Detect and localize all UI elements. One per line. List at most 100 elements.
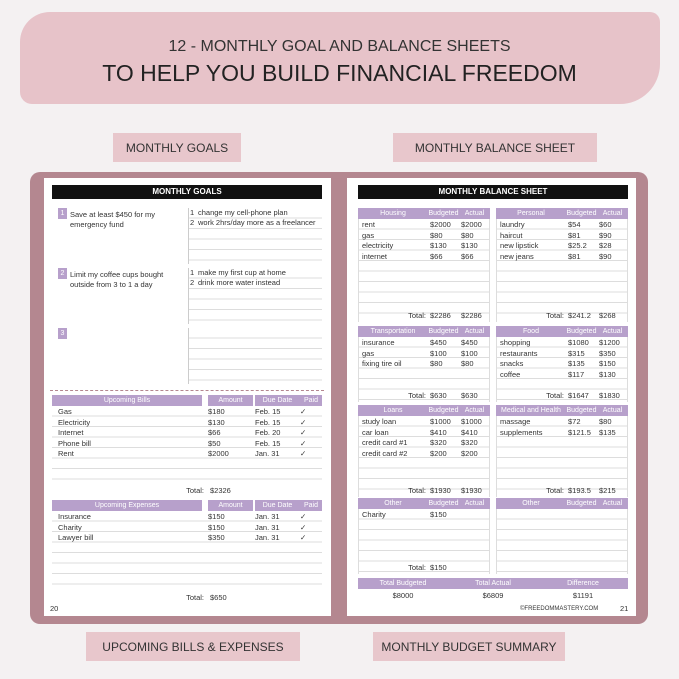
section-name: Other xyxy=(496,498,566,509)
total-label: Total: xyxy=(408,391,426,400)
column-header: Due Date xyxy=(255,395,300,406)
steps-lines xyxy=(188,268,322,324)
step-number: 1 xyxy=(190,268,195,277)
cell: car loan xyxy=(362,427,389,437)
cell: $2000 xyxy=(430,220,451,229)
step-number: 2 xyxy=(190,218,195,227)
cell: $1000 xyxy=(461,417,482,426)
cell: haircut xyxy=(500,230,523,240)
total: $630 xyxy=(430,391,447,400)
cell: $320 xyxy=(430,438,447,447)
section-lines xyxy=(496,416,628,497)
step-number: 1 xyxy=(190,208,195,217)
cell: $130 xyxy=(430,241,447,250)
cell: gas xyxy=(362,230,375,240)
column-header: Upcoming Expenses xyxy=(52,500,202,511)
cell: $80 xyxy=(430,359,443,368)
total: $1830 xyxy=(599,391,620,400)
column-header: Budgeted xyxy=(428,405,459,416)
cell: $25.2 xyxy=(568,241,587,250)
section-name: Housing xyxy=(358,208,428,219)
cell: new lipstick xyxy=(500,241,539,250)
total-label: Total: xyxy=(546,486,564,495)
cell: $130 xyxy=(461,241,478,250)
section-name: Food xyxy=(496,326,566,337)
cell: ✓ xyxy=(300,449,307,458)
total: $150 xyxy=(430,563,447,572)
summary-header: Total Budgeted xyxy=(358,578,448,589)
cell: $150 xyxy=(208,512,225,521)
cell: Feb. 15 xyxy=(255,407,281,416)
cell: Gas xyxy=(58,407,72,416)
cell: ✓ xyxy=(300,417,307,427)
cell: Internet xyxy=(58,428,84,437)
total: $2286 xyxy=(430,311,451,320)
summary-value: $6809 xyxy=(482,591,504,600)
cell: $90 xyxy=(599,230,612,240)
step-text: drink more water instead xyxy=(198,278,281,287)
cell: ✓ xyxy=(300,407,307,416)
column-header: Budgeted xyxy=(428,208,459,219)
cell: $81 xyxy=(568,230,581,240)
cell: restaurants xyxy=(500,348,538,358)
step-number: 2 xyxy=(190,278,195,287)
summary-header: Difference xyxy=(538,578,628,589)
column-header: Actual xyxy=(459,326,490,337)
section-lines xyxy=(358,219,490,322)
summary-value: $8000 xyxy=(392,591,414,600)
callout: MONTHLY GOALS xyxy=(113,133,241,162)
cell: $450 xyxy=(461,338,478,347)
callout: MONTHLY BALANCE SHEET xyxy=(393,133,597,162)
cell: $66 xyxy=(430,251,443,261)
step-text: make my first cup at home xyxy=(198,268,286,277)
cell: shopping xyxy=(500,338,531,347)
cell: $66 xyxy=(208,428,221,437)
cell: $1200 xyxy=(599,338,620,347)
cell: $135 xyxy=(599,427,616,437)
column-header: Actual xyxy=(459,208,490,219)
cell: $81 xyxy=(568,251,581,261)
total: $2326 xyxy=(210,486,231,495)
cell: $72 xyxy=(568,417,581,426)
cell: $1000 xyxy=(430,417,451,426)
total: $193.5 xyxy=(568,486,591,495)
total: $268 xyxy=(599,311,616,320)
total-label: Total: xyxy=(408,563,426,572)
cell: massage xyxy=(500,417,531,426)
table-lines xyxy=(52,406,322,487)
cell: $80 xyxy=(461,230,474,240)
step-text: work 2hrs/day more as a freelancer xyxy=(198,218,316,227)
column-header: Budgeted xyxy=(566,498,597,509)
section-name: Transportation xyxy=(358,326,428,337)
cell: Charity xyxy=(58,522,82,532)
cell: Jan. 31 xyxy=(255,512,280,521)
column-header: Paid xyxy=(300,395,322,406)
callout: MONTHLY BUDGET SUMMARY xyxy=(373,632,565,661)
total: $630 xyxy=(461,391,478,400)
total: $2286 xyxy=(461,311,482,320)
cell: ✓ xyxy=(300,533,307,542)
cell: $54 xyxy=(568,220,581,229)
column-header: Budgeted xyxy=(428,326,459,337)
total-label: Total: xyxy=(408,311,426,320)
cell: laundry xyxy=(500,220,525,229)
cell: $60 xyxy=(599,220,612,229)
table-lines xyxy=(52,511,322,594)
cell: $150 xyxy=(208,522,225,532)
column-header: Actual xyxy=(459,405,490,416)
cell: $121.5 xyxy=(568,427,591,437)
total: $650 xyxy=(210,593,227,602)
cell: Feb. 20 xyxy=(255,428,281,437)
page-number: 21 xyxy=(620,604,629,613)
cell: Jan. 31 xyxy=(255,449,280,458)
cell: $200 xyxy=(430,448,447,458)
cell: supplements xyxy=(500,427,543,437)
column-header: Amount xyxy=(208,395,253,406)
total-label: Total: xyxy=(408,486,426,495)
headline: 12 - MONTHLY GOAL AND BALANCE SHEETS xyxy=(168,38,511,55)
summary-header: Total Actual xyxy=(448,578,538,589)
cell: Electricity xyxy=(58,417,91,427)
divider xyxy=(50,390,324,391)
cell: ✓ xyxy=(300,522,307,532)
